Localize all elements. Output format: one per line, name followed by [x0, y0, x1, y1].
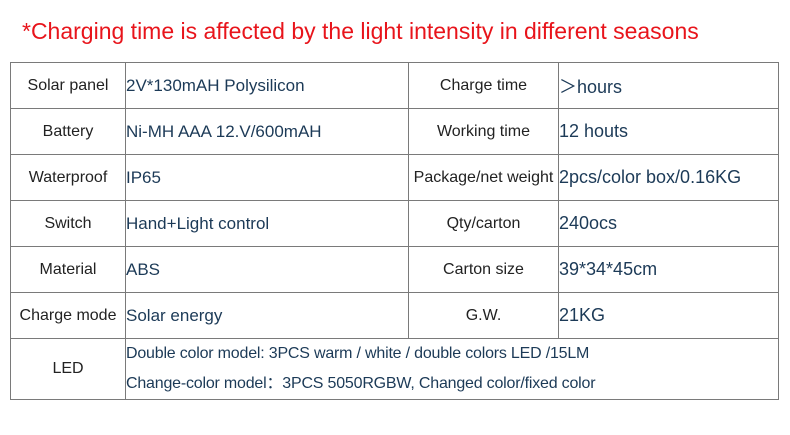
spec-value: Solar energy: [125, 292, 409, 339]
spec-value: 240ocs: [558, 200, 779, 247]
table-row: Material ABS Carton size 39*34*45cm: [10, 246, 779, 293]
spec-value: ABS: [125, 246, 409, 293]
table-row-led: LED Double color model: 3PCS warm / whit…: [10, 338, 779, 400]
spec-table: Solar panel 2V*130mAH Polysilicon Charge…: [10, 62, 779, 400]
led-line-double-color: Double color model: 3PCS warm / white / …: [126, 345, 590, 362]
table-row: Charge mode Solar energy G.W. 21KG: [10, 292, 779, 339]
spec-label: Package/net weight: [408, 154, 559, 201]
led-line-change-color: Change-color model：3PCS 5050RGBW, Change…: [126, 375, 596, 392]
spec-value: Ni-MH AAA 12.V/600mAH: [125, 108, 409, 155]
spec-label: Waterproof: [10, 154, 126, 201]
spec-value: 21KG: [558, 292, 779, 339]
table-row: Switch Hand+Light control Qty/carton 240…: [10, 200, 779, 247]
spec-value: 2pcs/color box/0.16KG: [558, 154, 779, 201]
spec-value: ＞hours: [558, 62, 779, 109]
table-row: Waterproof IP65 Package/net weight 2pcs/…: [10, 154, 779, 201]
page-headline: *Charging time is affected by the light …: [22, 18, 699, 44]
led-description: Double color model: 3PCS warm / white / …: [125, 338, 779, 400]
spec-label: Charge time: [408, 62, 559, 109]
table-row: Solar panel 2V*130mAH Polysilicon Charge…: [10, 62, 779, 109]
spec-label: Solar panel: [10, 62, 126, 109]
spec-value: IP65: [125, 154, 409, 201]
spec-value: 12 houts: [558, 108, 779, 155]
spec-label: Switch: [10, 200, 126, 247]
spec-label: Battery: [10, 108, 126, 155]
spec-label: Charge mode: [10, 292, 126, 339]
spec-value: 39*34*45cm: [558, 246, 779, 293]
spec-label: Carton size: [408, 246, 559, 293]
spec-label: Qty/carton: [408, 200, 559, 247]
spec-label-led: LED: [10, 338, 126, 400]
spec-label: Material: [10, 246, 126, 293]
spec-value: Hand+Light control: [125, 200, 409, 247]
spec-value: 2V*130mAH Polysilicon: [125, 62, 409, 109]
spec-label: G.W.: [408, 292, 559, 339]
table-row: Battery Ni-MH AAA 12.V/600mAH Working ti…: [10, 108, 779, 155]
spec-label: Working time: [408, 108, 559, 155]
